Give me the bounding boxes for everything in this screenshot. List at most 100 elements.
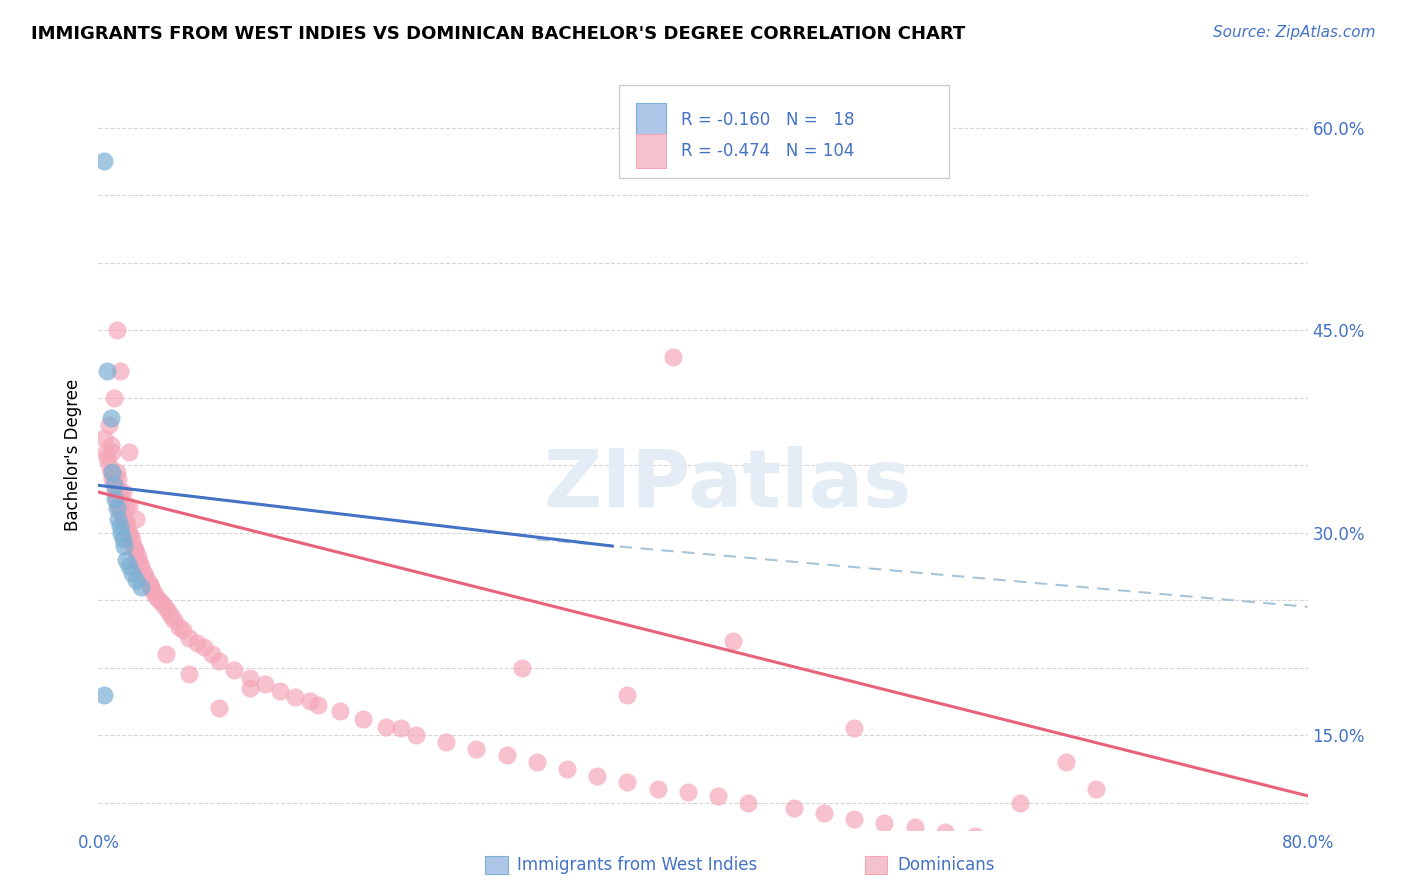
Text: IMMIGRANTS FROM WEST INDIES VS DOMINICAN BACHELOR'S DEGREE CORRELATION CHART: IMMIGRANTS FROM WEST INDIES VS DOMINICAN… xyxy=(31,25,965,43)
Point xyxy=(269,683,291,698)
Point xyxy=(121,566,143,580)
Point xyxy=(105,323,128,337)
Point xyxy=(112,512,135,526)
Point xyxy=(129,559,152,574)
Point xyxy=(965,830,987,844)
Text: Dominicans: Dominicans xyxy=(897,856,994,874)
Point xyxy=(103,478,125,492)
Point xyxy=(143,586,166,600)
Point xyxy=(873,815,896,830)
Point xyxy=(125,512,148,526)
Point xyxy=(100,465,122,479)
Point xyxy=(239,681,262,695)
Point xyxy=(118,559,141,574)
Point xyxy=(108,518,131,533)
Point xyxy=(94,444,117,458)
Point xyxy=(844,721,866,735)
Text: Source: ZipAtlas.com: Source: ZipAtlas.com xyxy=(1212,25,1375,40)
Point xyxy=(121,533,143,547)
Point xyxy=(101,465,124,479)
Point xyxy=(124,541,146,556)
Point xyxy=(299,694,322,708)
Point xyxy=(135,573,157,587)
Point xyxy=(118,444,141,458)
Point xyxy=(208,654,231,668)
Point xyxy=(1054,755,1077,769)
Point xyxy=(934,825,956,839)
Point xyxy=(434,735,457,749)
Point xyxy=(1085,782,1108,797)
Point xyxy=(405,728,427,742)
Point xyxy=(101,444,124,458)
Point xyxy=(389,721,412,735)
Point xyxy=(139,577,162,591)
Point xyxy=(616,688,638,702)
Point xyxy=(108,501,131,516)
Point xyxy=(110,505,132,519)
Text: R = -0.474   N = 104: R = -0.474 N = 104 xyxy=(681,142,853,160)
Point xyxy=(98,417,121,432)
Point xyxy=(141,582,163,597)
Text: Immigrants from West Indies: Immigrants from West Indies xyxy=(517,856,758,874)
Point xyxy=(110,491,132,506)
Point xyxy=(904,820,927,834)
Point xyxy=(112,539,135,553)
Point xyxy=(647,782,669,797)
Point xyxy=(723,633,745,648)
Point xyxy=(155,647,177,661)
Y-axis label: Bachelor's Degree: Bachelor's Degree xyxy=(65,379,83,531)
Point xyxy=(284,690,307,705)
Point xyxy=(114,515,136,529)
Point xyxy=(586,768,609,782)
Point xyxy=(104,478,127,492)
Point xyxy=(100,410,122,425)
Text: ZIPatlas: ZIPatlas xyxy=(543,446,911,524)
Point xyxy=(661,350,683,364)
Point xyxy=(208,701,231,715)
Point xyxy=(465,741,488,756)
Point xyxy=(107,512,129,526)
Point xyxy=(160,609,183,624)
Point xyxy=(110,525,132,540)
Point xyxy=(616,775,638,789)
Point xyxy=(129,580,152,594)
Point xyxy=(93,688,115,702)
Point xyxy=(103,391,125,405)
Point xyxy=(179,667,201,681)
Point xyxy=(114,499,136,513)
Point xyxy=(96,363,118,377)
Point xyxy=(108,363,131,377)
Point xyxy=(93,431,115,445)
Point xyxy=(118,525,141,540)
Point xyxy=(374,720,396,734)
Point xyxy=(141,580,163,594)
Point xyxy=(93,154,115,169)
Point xyxy=(107,471,129,485)
Point xyxy=(555,762,578,776)
Point xyxy=(105,501,128,516)
Point xyxy=(111,485,134,500)
Point xyxy=(186,636,208,650)
Point xyxy=(167,620,190,634)
Point xyxy=(98,458,121,472)
Point xyxy=(352,712,374,726)
Point xyxy=(111,509,134,524)
Point xyxy=(100,438,122,452)
Point xyxy=(737,796,759,810)
Text: R = -0.160   N =   18: R = -0.160 N = 18 xyxy=(681,111,853,128)
Point xyxy=(103,475,125,489)
Point xyxy=(96,451,118,466)
Point xyxy=(201,647,224,661)
Point xyxy=(128,555,150,569)
Point xyxy=(495,748,517,763)
Point xyxy=(120,528,142,542)
Point xyxy=(104,485,127,500)
Point xyxy=(510,660,533,674)
Point xyxy=(134,568,156,582)
Point xyxy=(127,549,149,564)
Point xyxy=(179,631,201,645)
Point xyxy=(104,491,127,506)
Point xyxy=(676,785,699,799)
Point xyxy=(148,593,170,607)
Point xyxy=(307,698,329,713)
